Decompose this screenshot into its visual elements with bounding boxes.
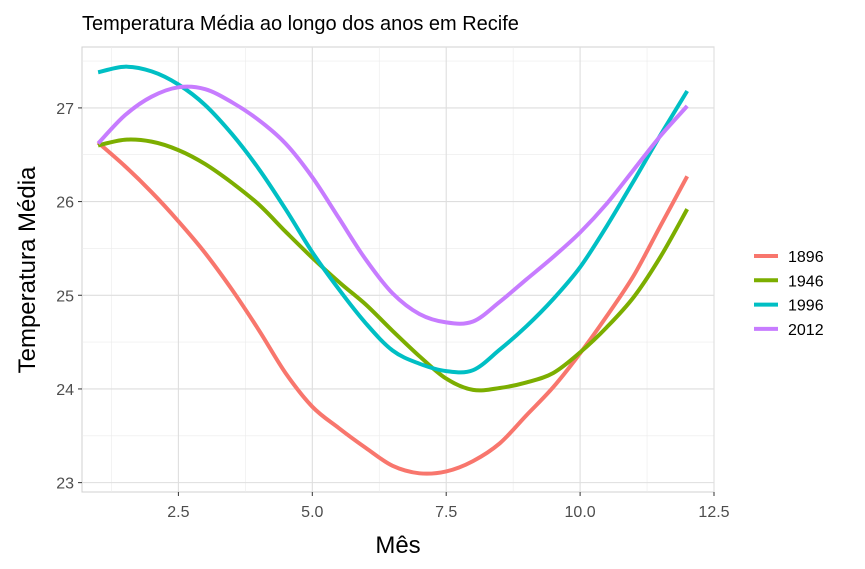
x-tick-label: 7.5 — [435, 504, 457, 521]
series-line-1946 — [97, 137, 689, 393]
chart-title: Temperatura Média ao longo dos anos em R… — [82, 13, 519, 35]
series-line-1896 — [96, 141, 689, 476]
legend-label: 1946 — [788, 273, 824, 290]
legend-item-2012: 2012 — [754, 322, 824, 339]
x-tick-label: 12.5 — [698, 504, 729, 521]
panel-border — [81, 46, 715, 493]
y-tick-label: 24 — [56, 382, 74, 399]
legend-label: 1896 — [788, 249, 824, 266]
y-tick-label: 27 — [56, 101, 74, 118]
minor-gridlines — [82, 47, 714, 492]
series-line-1996 — [97, 64, 689, 375]
legend-label: 1996 — [788, 298, 824, 315]
y-tick-label: 25 — [56, 288, 74, 305]
y-tick-label: 23 — [56, 476, 74, 493]
x-axis-title: Mês — [375, 532, 420, 559]
series-line-2012 — [96, 84, 689, 326]
plot-panel — [81, 46, 715, 493]
legend: 1896 1946 1996 2012 — [754, 249, 824, 339]
legend-item-1946: 1946 — [754, 273, 824, 290]
legend-item-1996: 1996 — [754, 298, 824, 315]
y-tick-label: 26 — [56, 195, 74, 212]
series-lines — [96, 64, 689, 476]
y-axis-title: Temperatura Média — [14, 166, 41, 373]
x-tick-label: 5.0 — [301, 504, 323, 521]
y-axis-ticks: 23 24 25 26 27 — [56, 101, 82, 493]
x-axis-ticks: 2.5 5.0 7.5 10.0 12.5 — [167, 492, 730, 521]
legend-item-1896: 1896 — [754, 249, 824, 266]
major-gridlines — [82, 47, 715, 492]
x-tick-label: 2.5 — [167, 504, 189, 521]
x-tick-label: 10.0 — [565, 504, 596, 521]
legend-label: 2012 — [788, 322, 824, 339]
